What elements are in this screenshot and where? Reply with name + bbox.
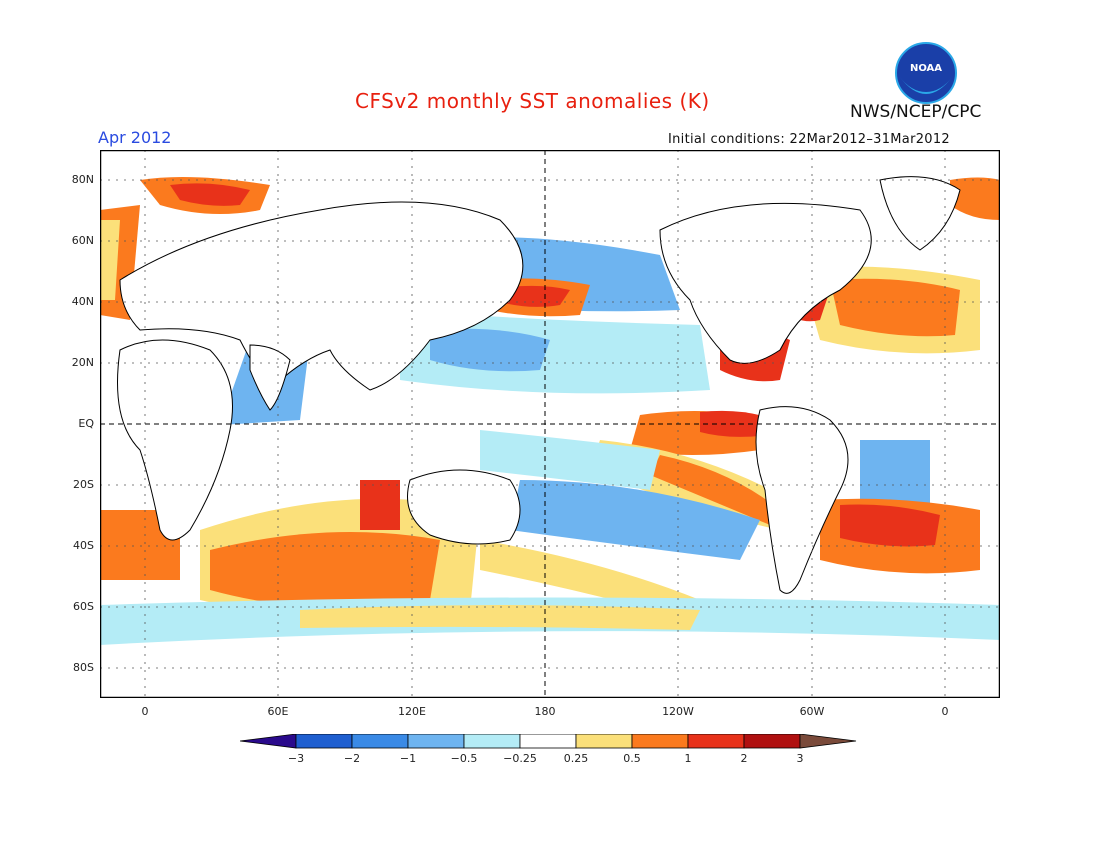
colorbar-cell — [687, 734, 745, 749]
land-masses — [117, 176, 961, 594]
lon-label: 0 — [941, 705, 949, 718]
colorbar-cell — [519, 734, 577, 749]
colorbar-label: −0.25 — [503, 752, 537, 765]
colorbar-label: −0.5 — [450, 752, 478, 765]
noaa-logo: NOAA — [895, 42, 957, 104]
colorbar-label: 0.5 — [623, 752, 641, 765]
colorbar-cell — [799, 734, 857, 749]
colorbar-cell — [463, 734, 521, 749]
lon-label: 120W — [662, 705, 694, 718]
reference-lines — [100, 150, 1000, 698]
colorbar-label: 0.25 — [563, 752, 589, 765]
lat-label: 40N — [71, 295, 94, 308]
lon-label: 120E — [398, 705, 426, 718]
colorbar-cell — [407, 734, 465, 749]
lat-label: 20S — [73, 478, 94, 491]
colorbar-cell — [575, 734, 633, 749]
logo-text: NOAA — [910, 63, 942, 74]
colorbar-cell — [240, 734, 297, 749]
lon-label: 60W — [799, 705, 825, 718]
colorbar-label: 3 — [796, 752, 804, 765]
colorbar-cell — [743, 734, 801, 749]
graticule — [100, 150, 1000, 698]
colorbar-label: −1 — [399, 752, 417, 765]
lon-label: 0 — [141, 705, 149, 718]
agency-label: NWS/NCEP/CPC — [850, 102, 982, 122]
lon-label: 180 — [534, 705, 556, 718]
map-title: CFSv2 monthly SST anomalies (K) — [355, 89, 710, 113]
colorbar-label: −3 — [287, 752, 305, 765]
lat-label: 20N — [71, 356, 94, 369]
colorbar-label: 1 — [684, 752, 692, 765]
lat-label: 40S — [73, 539, 94, 552]
colorbar-label: 2 — [740, 752, 748, 765]
colorbar-cell — [351, 734, 409, 749]
lat-label: EQ — [78, 417, 94, 430]
lat-label: 80S — [73, 661, 94, 674]
colorbar-label: −2 — [343, 752, 361, 765]
initial-conditions-label: Initial conditions: 22Mar2012–31Mar2012 — [668, 132, 951, 147]
colorbar-cell — [295, 734, 353, 749]
lon-label: 60E — [267, 705, 289, 718]
colorbar — [240, 734, 857, 749]
lat-label: 60N — [71, 234, 94, 247]
lat-label: 80N — [71, 173, 94, 186]
lat-label: 60S — [73, 600, 94, 613]
map-border — [100, 150, 1000, 698]
sst-anomaly-map — [100, 150, 1000, 698]
forecast-month: Apr 2012 — [98, 128, 172, 147]
colorbar-cell — [631, 734, 689, 749]
